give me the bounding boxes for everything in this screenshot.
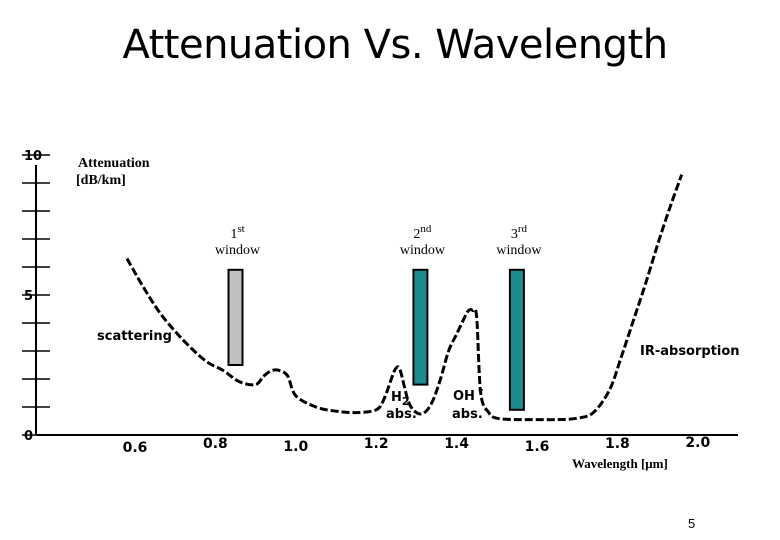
window-label-number: 2 bbox=[413, 227, 420, 242]
h2-abs-label: abs. bbox=[386, 407, 417, 422]
x-tick-label: 1.4 bbox=[444, 436, 469, 452]
attenuation-curve bbox=[125, 174, 684, 422]
window-label-1: 1st bbox=[230, 223, 244, 242]
page-number: 5 bbox=[688, 516, 696, 531]
oh-label: OH - bbox=[453, 383, 483, 404]
window-label-ordinal: st bbox=[237, 223, 244, 235]
x-tick-label: 1.8 bbox=[605, 436, 630, 452]
x-tick-label: 0.6 bbox=[123, 440, 148, 456]
y-tick-label: 10 bbox=[24, 149, 42, 164]
oh-main: OH bbox=[453, 389, 475, 404]
ir-absorption-label: IR-absorption bbox=[640, 344, 740, 359]
y-axis-label-line2: [dB/km] bbox=[76, 173, 126, 188]
window-label-word-3: window bbox=[496, 243, 542, 258]
window-label-3: 3rd bbox=[511, 223, 528, 242]
slide-title: Attenuation Vs. Wavelength bbox=[122, 22, 668, 68]
y-ticks bbox=[22, 154, 50, 436]
window-label-2: 2nd bbox=[413, 223, 432, 242]
y-tick-label: 0 bbox=[24, 429, 33, 444]
window-label-number: 3 bbox=[511, 227, 518, 242]
y-axis-label-line1: Attenuation bbox=[78, 156, 150, 171]
window-label-word-2: window bbox=[400, 243, 446, 258]
oh-superscript: - bbox=[478, 383, 483, 398]
window-bar-2 bbox=[412, 268, 429, 386]
x-tick-label: 1.0 bbox=[283, 439, 308, 455]
h2-main: H bbox=[391, 390, 402, 405]
oh-abs-label: abs. bbox=[452, 407, 483, 422]
window-bar-1 bbox=[227, 268, 244, 366]
scattering-label: scattering bbox=[97, 329, 172, 344]
window-label-word-1: window bbox=[215, 243, 261, 258]
window-label-ordinal: nd bbox=[420, 223, 432, 235]
x-tick-labels: 0.6 0.8 1.0 1.2 1.4 1.6 1.8 2.0 bbox=[123, 435, 711, 456]
x-tick-label: 1.2 bbox=[364, 436, 389, 452]
transmission-windows bbox=[227, 268, 525, 411]
y-tick-labels: 10 5 0 bbox=[24, 149, 42, 444]
x-tick-label: 1.6 bbox=[525, 439, 550, 455]
window-label-ordinal: rd bbox=[518, 223, 528, 235]
h2-subscript: 2 bbox=[402, 395, 410, 408]
window-bar-3 bbox=[508, 268, 525, 411]
x-tick-label: 0.8 bbox=[203, 436, 228, 452]
h2-label: H2 bbox=[391, 390, 410, 408]
window-label-number: 1 bbox=[230, 227, 237, 242]
x-axis-label: Wavelength [μm] bbox=[572, 456, 668, 471]
y-tick-label: 5 bbox=[24, 289, 33, 304]
x-tick-label: 2.0 bbox=[685, 435, 710, 451]
